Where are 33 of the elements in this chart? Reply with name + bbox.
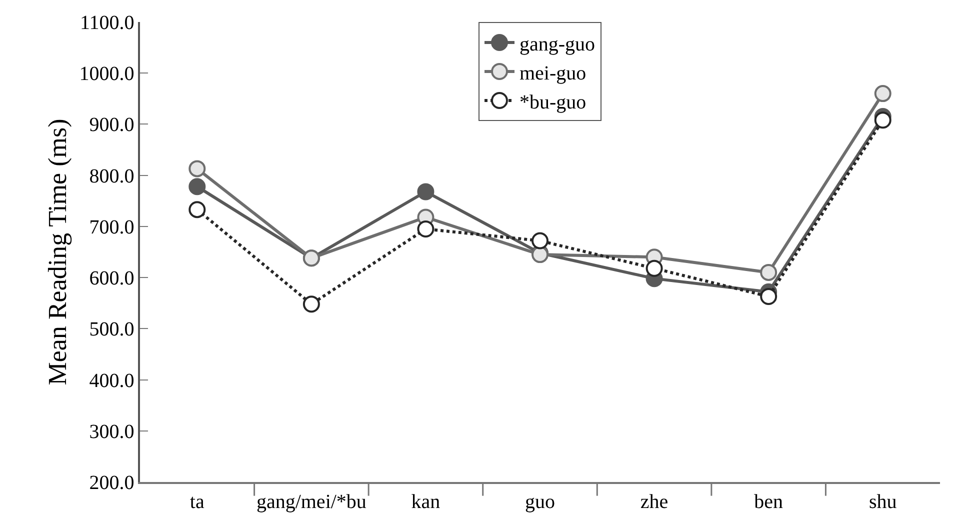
x-tick-label: shu [868,490,897,513]
point [188,178,206,196]
x-tick-label: zhe [640,490,668,513]
legend-label: gang-guo [520,33,596,56]
point [874,85,892,102]
y-tick-label: 500.0 [89,318,134,341]
x-tick-label: kan [411,490,440,513]
legend-label: *bu-guo [520,91,586,114]
y-tick-label: 1000.0 [79,63,134,86]
point [417,220,434,238]
legend-label: mei-guo [520,62,586,84]
y-tick-label: 1100.0 [80,12,134,34]
y-axis-title: Mean Reading Time (ms) [43,118,72,386]
x-tick-label: guo [525,490,555,513]
x-tick-label: ben [754,490,784,513]
y-tick-label: 700.0 [89,216,134,238]
y-tick-label: 900.0 [89,114,134,136]
point [760,264,778,281]
point [188,201,206,218]
x-tick-label: ta [190,490,204,513]
y-tick-label: 300.0 [89,420,134,443]
point [874,112,892,129]
point [760,288,778,305]
point [646,260,663,277]
point [532,232,548,250]
x-tick-label: gang/mei/*bu [256,490,366,513]
point [188,160,206,178]
y-tick-label: 400.0 [89,370,134,392]
point [417,183,434,200]
y-tick-label: 200.0 [89,472,134,494]
y-tick-label: 600.0 [89,268,134,290]
y-tick-label: 800.0 [89,165,134,188]
point [302,296,320,313]
